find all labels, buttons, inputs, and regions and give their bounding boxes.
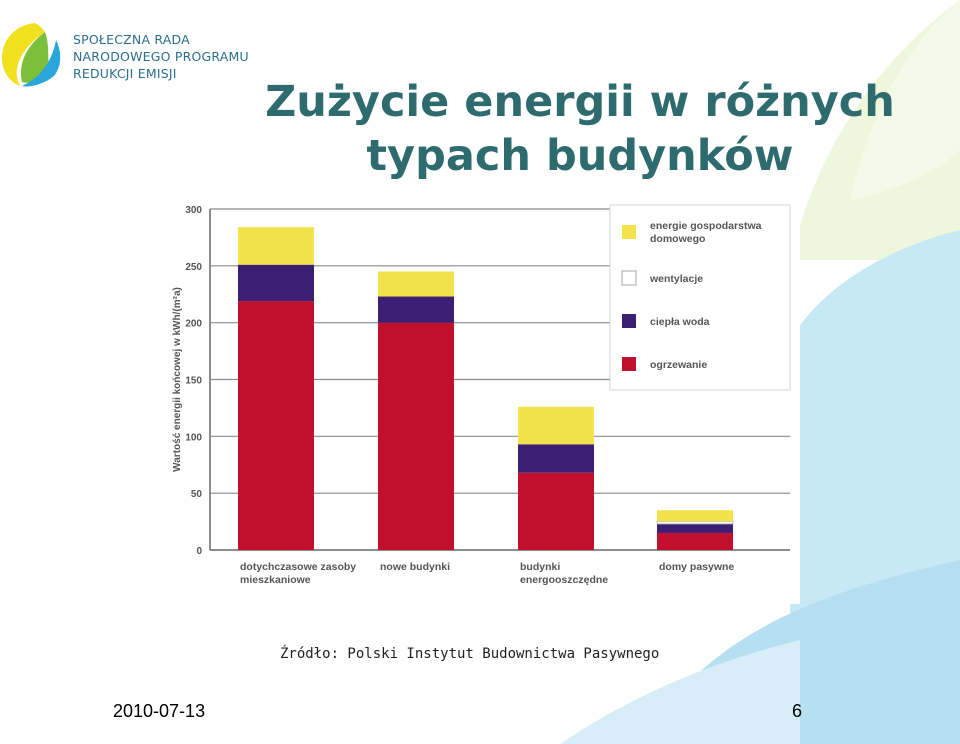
- x-category-label: domy pasywne: [659, 561, 734, 573]
- y-tick-label: 100: [185, 432, 202, 443]
- slide-title: Zużycie energii w różnych typach budynkó…: [210, 75, 950, 183]
- bar-segment: [518, 472, 594, 550]
- legend-swatch: [622, 357, 636, 371]
- legend-label-line: ogrzewanie: [650, 359, 707, 371]
- bar-segment: [378, 322, 454, 550]
- y-tick-label: 300: [185, 205, 202, 216]
- slide-date: 2010-07-13: [113, 701, 206, 721]
- legend-label-line: domowego: [650, 233, 705, 245]
- legend-label: energie gospodarstwa domowego: [650, 220, 762, 245]
- legend-box: [609, 204, 791, 391]
- legend-label-line: ciepła woda: [650, 316, 710, 328]
- x-category-label-line: energooszczędne: [520, 574, 608, 586]
- bar-segment: [657, 523, 733, 533]
- x-category-label: dotychczasowe zasoby mieszkaniowe: [240, 561, 356, 586]
- legend-label-line: wentylacje: [649, 273, 703, 285]
- y-tick-label: 0: [196, 546, 202, 557]
- y-tick-label: 50: [191, 489, 203, 500]
- y-tick-label: 250: [185, 262, 202, 273]
- logo-line-2: NARODOWEGO PROGRAMU: [73, 49, 249, 64]
- x-category-label-line: budynki: [520, 561, 560, 573]
- bar-segment: [657, 532, 733, 550]
- page-number: 6: [792, 701, 803, 721]
- x-category-label-line: nowe budynki: [380, 561, 450, 573]
- bar-segment: [518, 444, 594, 473]
- bar-segment: [238, 264, 314, 302]
- y-axis-title: Wartość energii końcowej w kWh/(m²a): [172, 287, 183, 472]
- bar-segment: [378, 296, 454, 323]
- stacked-bar-chart: 0 50 100 150 200 250 300 Wartość energii końcow…: [172, 204, 791, 586]
- x-category-label-line: domy pasywne: [659, 561, 734, 573]
- y-tick-label: 200: [185, 319, 202, 330]
- slide-title-line-1: Zużycie energii w różnych: [265, 77, 895, 127]
- x-category-label: nowe budynki: [380, 561, 450, 573]
- bar-segment: [238, 227, 314, 265]
- legend-label: ogrzewanie: [650, 359, 707, 371]
- source-note: Źródło: Polski Instytut Budownictwa Pasy…: [280, 646, 660, 662]
- legend-label-line: energie gospodarstwa: [650, 220, 762, 232]
- legend-swatch: [622, 225, 636, 239]
- legend-label: wentylacje: [649, 273, 703, 285]
- logo-mark-icon: [2, 23, 61, 87]
- legend-label: ciepła woda: [650, 316, 710, 328]
- logo-text: SPOŁECZNA RADA NARODOWEGO PROGRAMU REDUK…: [73, 31, 249, 82]
- x-category-label: budynki energooszczędne: [520, 561, 608, 586]
- bar-segment: [238, 301, 314, 550]
- bar-segment: [657, 510, 733, 522]
- x-category-label-line: dotychczasowe zasoby: [240, 561, 356, 573]
- legend-swatch: [621, 270, 637, 286]
- y-tick-label: 150: [185, 376, 202, 387]
- logo-line-1: SPOŁECZNA RADA: [73, 32, 190, 47]
- chart-panel: 0 50 100 150 200 250 300 Wartość energii końcow…: [160, 200, 800, 604]
- logo-line-3: REDUKCJI EMISJI: [73, 66, 177, 81]
- slide-title-line-2: typach budynków: [366, 131, 794, 181]
- bar-segment: [656, 521, 734, 525]
- x-category-label-line: mieszkaniowe: [240, 574, 311, 586]
- legend-swatch: [622, 314, 636, 328]
- logo: SPOŁECZNA RADA NARODOWEGO PROGRAMU REDUK…: [0, 20, 260, 90]
- bar-segment: [518, 406, 594, 445]
- bar-segment: [378, 271, 454, 297]
